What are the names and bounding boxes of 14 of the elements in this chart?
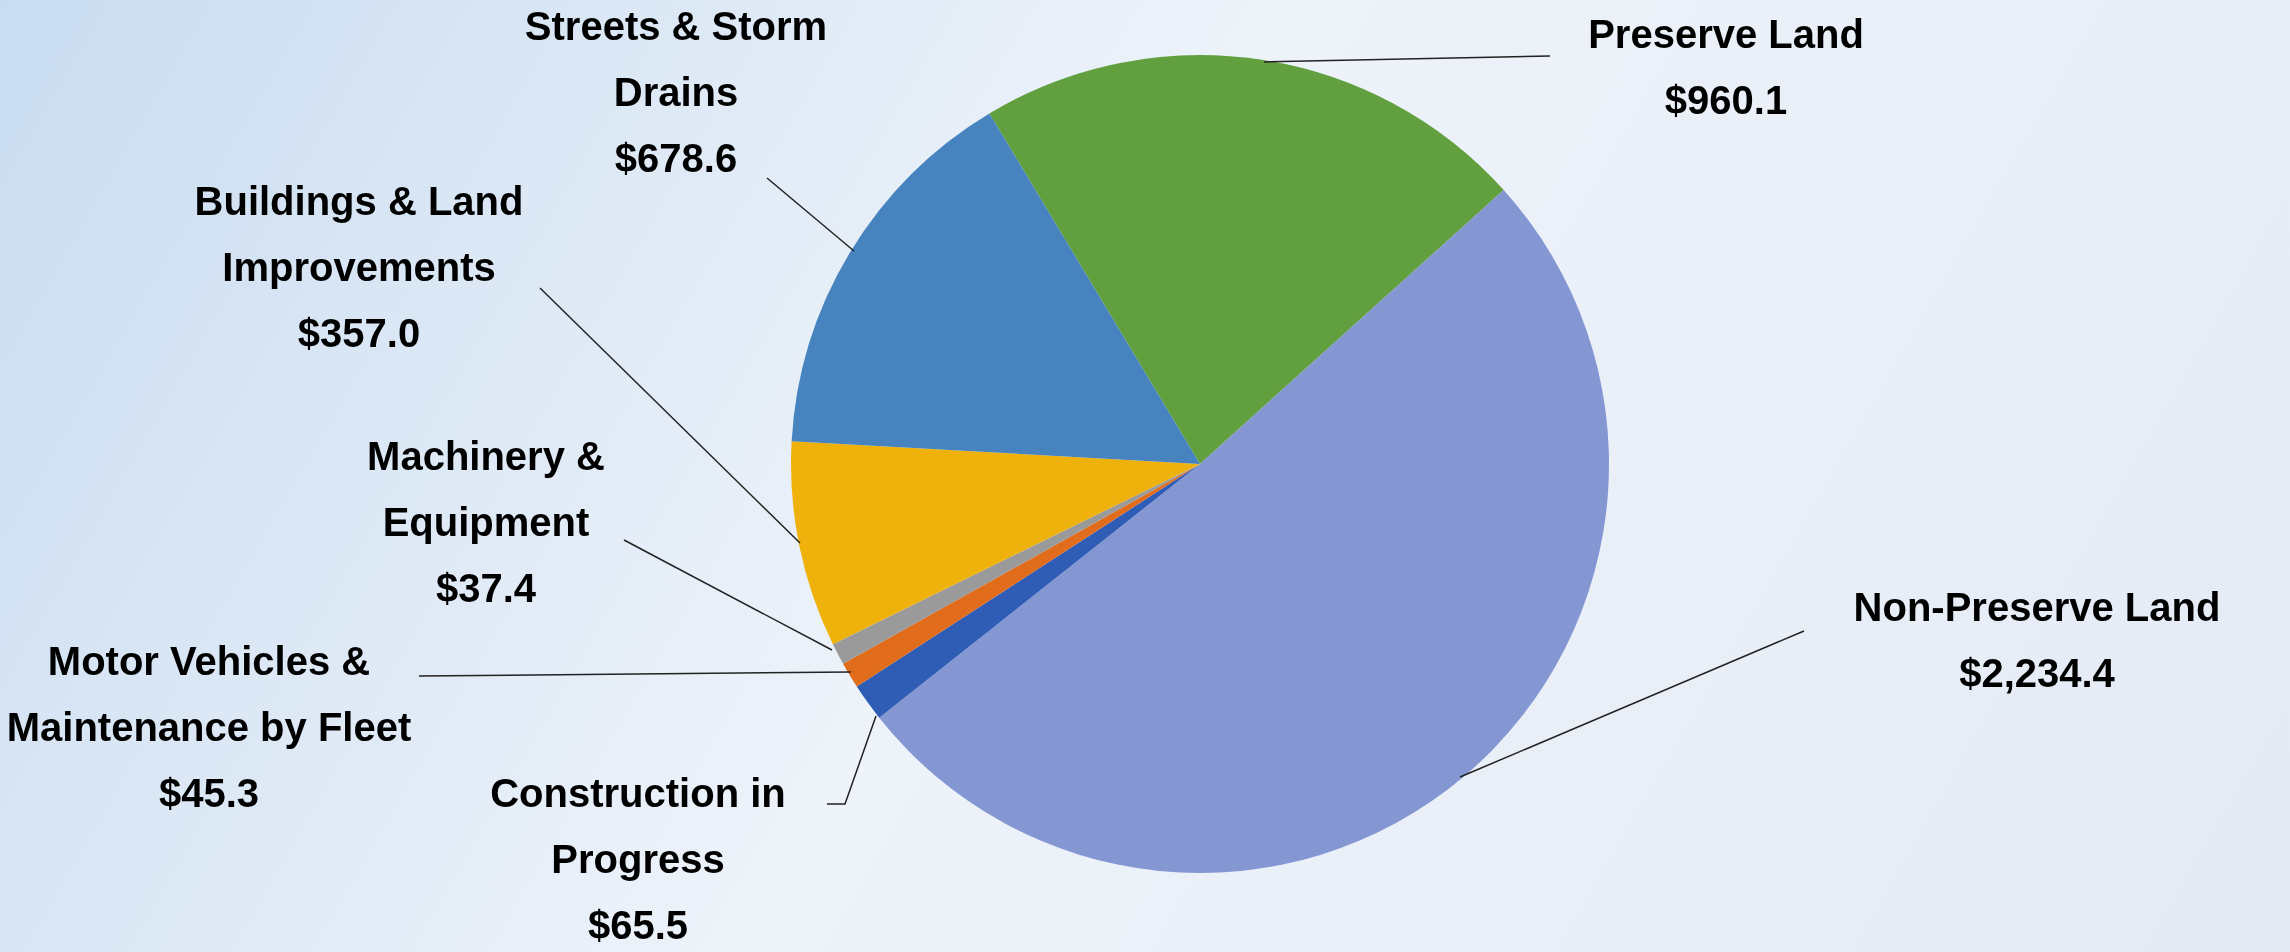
slice-label: Preserve Land [1588,12,1864,57]
slice-label: Buildings & Land Improvements [194,179,524,290]
data-label: $65.5 [587,903,689,948]
data-label: $678.6 [614,136,738,181]
data-label: $357.0 [297,311,421,356]
data-label: $2,234.4 [1959,651,2116,696]
slice-label: Non-Preserve Land [1853,585,2221,630]
slice-label: Streets & Storm Drains [524,4,828,115]
data-label: $960.1 [1664,78,1788,123]
data-label: $45.3 [158,771,260,816]
slice-label: Machinery & Equipment [367,434,605,545]
slice-label: Motor Vehicles & Maintenance by Fleet [6,639,412,750]
data-label: $37.4 [435,566,537,611]
slice-label: Construction in Progress [490,771,786,882]
